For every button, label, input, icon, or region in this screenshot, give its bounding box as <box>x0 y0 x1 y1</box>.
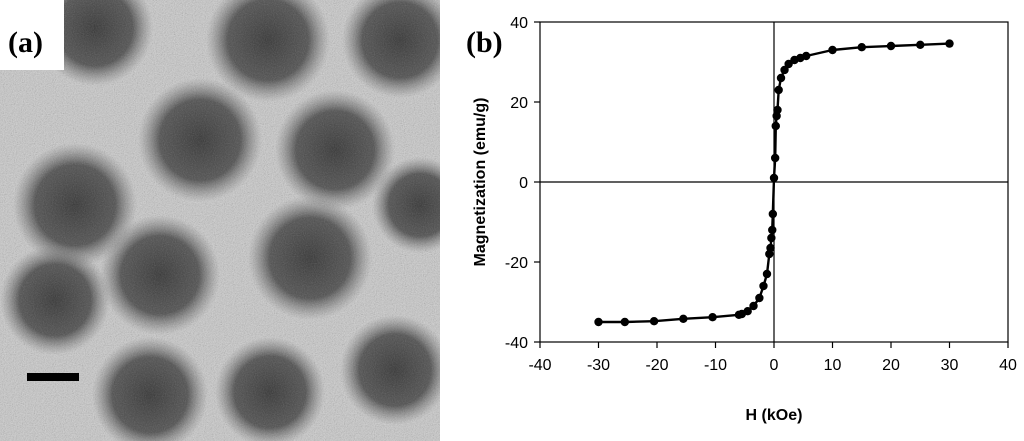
data-point <box>784 59 793 69</box>
x-tick-label: -40 <box>528 357 551 374</box>
data-point <box>743 307 752 316</box>
x-axis-label: H (kOe) <box>746 407 803 424</box>
data-point <box>759 281 768 291</box>
data-point <box>769 173 779 183</box>
data-point <box>771 121 780 131</box>
magnetization-chart: (b) -40 -30 -20 -10 0 10 20 30 40 -40 -20 0 20 40 H … <box>466 15 1017 424</box>
data-point <box>767 233 776 243</box>
panel-a-label: (a) <box>8 26 43 59</box>
data-point <box>916 40 925 49</box>
y-tick-label: 20 <box>510 95 528 112</box>
data-point <box>801 51 811 61</box>
scale-bar <box>27 373 79 381</box>
data-point <box>828 45 837 55</box>
data-point <box>679 314 688 323</box>
data-point <box>780 65 789 75</box>
data-point <box>594 317 603 327</box>
x-tick-label: -20 <box>645 357 668 374</box>
data-point <box>708 313 717 322</box>
x-axis-ticks: -40 -30 -20 -10 0 10 20 30 40 <box>528 342 1017 374</box>
data-point <box>776 73 786 83</box>
label-background <box>0 0 64 70</box>
y-tick-label: -40 <box>505 335 528 352</box>
tem-micrograph: (a) <box>0 0 440 441</box>
y-tick-label: 40 <box>510 15 528 32</box>
data-point <box>770 153 780 163</box>
x-tick-label: 40 <box>999 357 1017 374</box>
x-tick-label: 10 <box>824 357 842 374</box>
y-tick-label: 0 <box>519 175 528 192</box>
x-tick-label: 30 <box>941 357 959 374</box>
data-point <box>768 209 778 219</box>
y-axis-ticks: -40 -20 0 20 40 <box>505 15 540 352</box>
x-tick-label: 0 <box>770 357 779 374</box>
data-point <box>766 243 775 253</box>
data-point <box>886 41 896 51</box>
data-point <box>620 317 630 327</box>
y-tick-label: -20 <box>505 255 528 272</box>
x-tick-label: -10 <box>704 357 727 374</box>
data-point <box>768 225 777 235</box>
y-axis-label: Magnetization (emu/g) <box>472 98 489 267</box>
data-point <box>755 293 764 303</box>
x-tick-label: -30 <box>587 357 610 374</box>
data-point <box>945 39 954 48</box>
data-point <box>749 301 758 311</box>
data-point <box>649 317 659 326</box>
data-point <box>774 85 783 95</box>
data-series <box>594 39 954 327</box>
panel-b-label: (b) <box>466 26 503 59</box>
data-point <box>857 43 866 52</box>
x-tick-label: 20 <box>882 357 900 374</box>
data-point <box>762 269 772 279</box>
data-point <box>773 105 782 115</box>
